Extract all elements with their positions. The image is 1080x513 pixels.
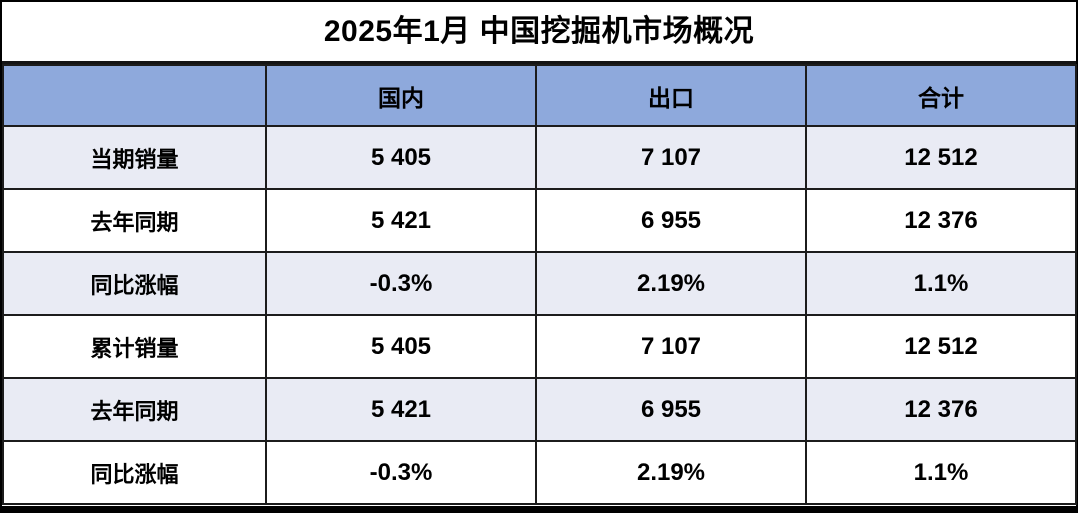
cell-value: 6 955: [535, 188, 807, 253]
row-label: 当期销量: [2, 125, 267, 190]
cell-value: 5 421: [265, 188, 537, 253]
table-title: 2025年1月 中国挖掘机市场概况: [2, 2, 1076, 64]
table-row: 去年同期 5 421 6 955 12 376: [2, 377, 1077, 442]
row-label: 累计销量: [2, 314, 267, 379]
table-row: 去年同期 5 421 6 955 12 376: [2, 188, 1077, 253]
cell-value: 12 376: [805, 188, 1077, 253]
cell-value: 6 955: [535, 377, 807, 442]
cell-value: 7 107: [535, 125, 807, 190]
table-row: 当期销量 5 405 7 107 12 512: [2, 125, 1077, 190]
row-label: 去年同期: [2, 188, 267, 253]
cell-value: 2.19%: [535, 440, 807, 505]
cell-value: 2.19%: [535, 251, 807, 316]
cell-value: 7 107: [535, 314, 807, 379]
cell-value: 12 512: [805, 314, 1077, 379]
table-row: 累计销量 5 405 7 107 12 512: [2, 314, 1077, 379]
row-label: 同比涨幅: [2, 440, 267, 505]
row-label: 同比涨幅: [2, 251, 267, 316]
table-row: 同比涨幅 -0.3% 2.19% 1.1%: [2, 251, 1077, 316]
header-cell-total: 合计: [805, 64, 1077, 127]
header-cell-blank: [2, 64, 267, 127]
cell-value: 5 405: [265, 314, 537, 379]
header-cell-domestic: 国内: [265, 64, 537, 127]
table-row: 同比涨幅 -0.3% 2.19% 1.1%: [2, 440, 1077, 505]
cell-value: -0.3%: [265, 440, 537, 505]
cell-value: 5 405: [265, 125, 537, 190]
cell-value: 1.1%: [805, 251, 1077, 316]
header-cell-export: 出口: [535, 64, 807, 127]
table-header-row: 国内 出口 合计: [2, 64, 1077, 127]
cell-value: 1.1%: [805, 440, 1077, 505]
cell-value: 12 512: [805, 125, 1077, 190]
cell-value: 5 421: [265, 377, 537, 442]
cell-value: -0.3%: [265, 251, 537, 316]
cell-value: 12 376: [805, 377, 1077, 442]
market-table: 国内 出口 合计 当期销量 5 405 7 107 12 512 去年同期 5 …: [2, 64, 1077, 505]
row-label: 去年同期: [2, 377, 267, 442]
